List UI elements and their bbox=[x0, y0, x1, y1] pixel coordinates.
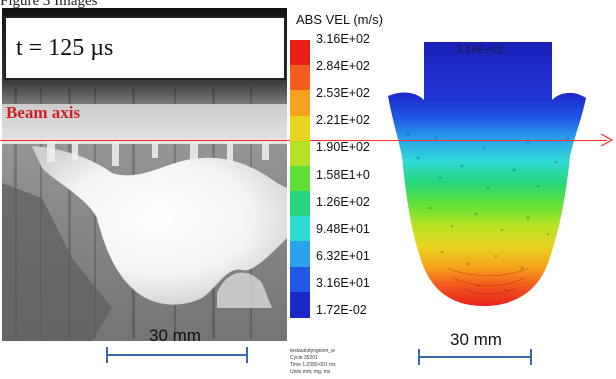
legend-label: 2.84E+02 bbox=[316, 59, 370, 74]
scale-label-left: 30 mm bbox=[149, 326, 201, 345]
scale-tick-left-start bbox=[106, 347, 108, 363]
scale-bar-left bbox=[106, 354, 248, 356]
legend-swatch bbox=[290, 40, 310, 66]
scale-bar-right bbox=[418, 356, 532, 358]
legend-label: 3.16E+01 bbox=[316, 275, 370, 290]
legend-swatch bbox=[290, 165, 310, 192]
legend-swatch bbox=[290, 191, 310, 218]
legend-label: 9.48E+01 bbox=[316, 221, 370, 236]
caption-fragment: Figure 3 Images bbox=[0, 0, 98, 9]
beam-axis-label: Beam axis bbox=[6, 103, 81, 122]
legend-swatch bbox=[290, 115, 310, 142]
footer-line-3: Time 1.2390-001 ms bbox=[290, 362, 336, 368]
legend-swatch bbox=[290, 140, 310, 167]
legend-label: 3.16E+02 bbox=[316, 32, 370, 46]
footer-line-4: Units mm, mg, ms bbox=[290, 369, 331, 375]
legend-label: 1.26E+02 bbox=[316, 194, 370, 209]
legend-label: 2.53E+02 bbox=[316, 86, 370, 101]
legend-label: 1.58E1+0 bbox=[316, 167, 370, 182]
legend-label: 2.21E+02 bbox=[316, 113, 370, 128]
legend-swatch bbox=[290, 241, 310, 268]
arrow-right-icon bbox=[600, 133, 614, 147]
legend-title: ABS VEL (m/s) bbox=[296, 12, 383, 27]
scale-tick-right-start bbox=[418, 349, 420, 365]
simulation-max-value: 3.16E+02 bbox=[456, 44, 504, 56]
legend-colorbar bbox=[290, 40, 310, 318]
legend-label: 1.90E+02 bbox=[316, 140, 370, 155]
legend-swatch bbox=[290, 266, 310, 293]
simulation-image bbox=[388, 42, 586, 306]
legend-label: 6.32E+01 bbox=[316, 248, 370, 263]
legend-swatch bbox=[290, 216, 310, 243]
scale-label-right: 30 mm bbox=[450, 330, 502, 349]
footer-line-2: Cycle 35201 bbox=[290, 355, 318, 361]
legend-swatch bbox=[290, 90, 310, 117]
scale-tick-left-end bbox=[246, 347, 248, 363]
legend-swatch bbox=[290, 291, 310, 318]
footer-line-1: testautodyngeom_w bbox=[290, 348, 335, 354]
legend-swatch bbox=[290, 65, 310, 92]
scale-tick-right-end bbox=[530, 349, 532, 365]
time-box: t = 125 µs bbox=[4, 16, 286, 80]
time-label: t = 125 µs bbox=[16, 35, 114, 61]
legend-label: 1.72E-02 bbox=[316, 303, 367, 317]
